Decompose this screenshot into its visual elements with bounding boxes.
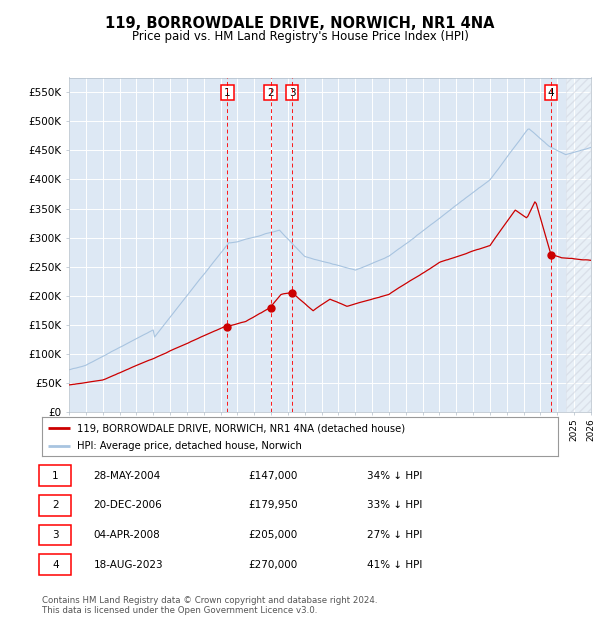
Text: 4: 4 <box>52 560 59 570</box>
Text: £205,000: £205,000 <box>248 530 298 540</box>
Text: 4: 4 <box>548 87 554 97</box>
FancyBboxPatch shape <box>40 525 71 546</box>
Text: 2: 2 <box>267 87 274 97</box>
Text: 1: 1 <box>224 87 231 97</box>
Text: 20-DEC-2006: 20-DEC-2006 <box>94 500 163 510</box>
Text: 34% ↓ HPI: 34% ↓ HPI <box>367 471 422 480</box>
Text: 33% ↓ HPI: 33% ↓ HPI <box>367 500 422 510</box>
Text: 3: 3 <box>52 530 59 540</box>
Text: HPI: Average price, detached house, Norwich: HPI: Average price, detached house, Norw… <box>77 441 302 451</box>
FancyBboxPatch shape <box>40 554 71 575</box>
Text: 1: 1 <box>52 471 59 480</box>
Text: 2: 2 <box>52 500 59 510</box>
FancyBboxPatch shape <box>40 495 71 516</box>
Text: 18-AUG-2023: 18-AUG-2023 <box>94 560 163 570</box>
Text: 41% ↓ HPI: 41% ↓ HPI <box>367 560 422 570</box>
FancyBboxPatch shape <box>40 465 71 486</box>
Text: Price paid vs. HM Land Registry's House Price Index (HPI): Price paid vs. HM Land Registry's House … <box>131 30 469 43</box>
Text: £147,000: £147,000 <box>248 471 298 480</box>
Text: 27% ↓ HPI: 27% ↓ HPI <box>367 530 422 540</box>
Text: 04-APR-2008: 04-APR-2008 <box>94 530 160 540</box>
Text: £179,950: £179,950 <box>248 500 298 510</box>
Text: £270,000: £270,000 <box>248 560 298 570</box>
Text: 28-MAY-2004: 28-MAY-2004 <box>94 471 161 480</box>
Text: Contains HM Land Registry data © Crown copyright and database right 2024.
This d: Contains HM Land Registry data © Crown c… <box>42 596 377 615</box>
Text: 119, BORROWDALE DRIVE, NORWICH, NR1 4NA (detached house): 119, BORROWDALE DRIVE, NORWICH, NR1 4NA … <box>77 423 405 433</box>
Text: 119, BORROWDALE DRIVE, NORWICH, NR1 4NA: 119, BORROWDALE DRIVE, NORWICH, NR1 4NA <box>105 16 495 30</box>
Text: 3: 3 <box>289 87 295 97</box>
